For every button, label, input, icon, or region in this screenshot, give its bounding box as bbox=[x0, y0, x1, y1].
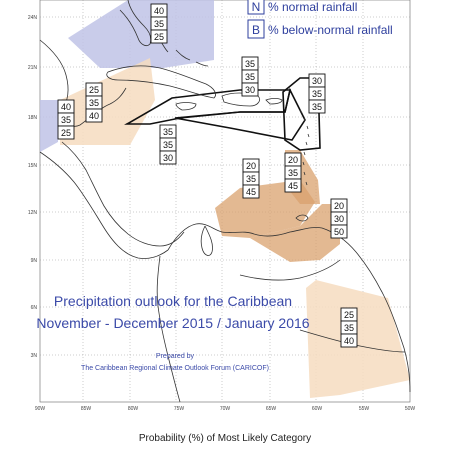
forecast-value: 50 bbox=[334, 227, 344, 237]
coast-south-america-west bbox=[156, 255, 181, 403]
forecast-value: 35 bbox=[245, 59, 255, 69]
legend: N % normal rainfall B % below-normal rai… bbox=[247, 0, 393, 39]
forecast-value: 45 bbox=[246, 187, 256, 197]
longitude-label: 50W bbox=[405, 406, 416, 412]
zone-guianas bbox=[306, 280, 410, 398]
forecast-box-central-america-north: 40 35 25 bbox=[57, 99, 75, 140]
legend-key-below-normal-letter: B bbox=[252, 23, 260, 37]
forecast-value: 45 bbox=[288, 181, 298, 191]
forecast-box-leeward-islands: 30 35 35 bbox=[308, 73, 326, 114]
forecast-value: 20 bbox=[246, 161, 256, 171]
map-caption: Probability (%) of Most Likely Category bbox=[139, 433, 311, 444]
forecast-value: 25 bbox=[61, 128, 71, 138]
forecast-value: 35 bbox=[154, 19, 164, 29]
forecast-value: 30 bbox=[334, 214, 344, 224]
latitude-label: 12N bbox=[28, 210, 38, 216]
forecast-value: 40 bbox=[89, 111, 99, 121]
latitude-label: 18N bbox=[28, 115, 38, 121]
coast-south-america-north bbox=[167, 223, 411, 393]
forecast-value: 20 bbox=[334, 201, 344, 211]
forecast-value: 30 bbox=[312, 76, 322, 86]
coast-central-america bbox=[39, 151, 169, 259]
forecast-value: 40 bbox=[344, 336, 354, 346]
forecast-value: 30 bbox=[163, 153, 173, 163]
forecast-value: 35 bbox=[344, 323, 354, 333]
outlook-title-line2: November - December 2015 / January 2016 bbox=[36, 315, 309, 331]
outlook-title-line1: Precipitation outlook for the Caribbean bbox=[54, 293, 292, 309]
longitude-label: 55W bbox=[359, 406, 370, 412]
zone-eastern-caribbean-sea bbox=[215, 180, 315, 238]
island-lesser-antilles bbox=[299, 109, 310, 186]
forecast-value: 30 bbox=[245, 85, 255, 95]
longitude-label: 90W bbox=[35, 406, 46, 412]
forecast-box-gulf-bahamas: 40 35 25 bbox=[150, 3, 168, 44]
island-cuba bbox=[106, 65, 216, 99]
forecast-value: 25 bbox=[154, 32, 164, 42]
forecast-value: 35 bbox=[288, 168, 298, 178]
islands bbox=[106, 37, 310, 222]
forecast-box-greater-antilles: 35 35 30 bbox=[241, 56, 259, 97]
longitude-label: 80W bbox=[128, 406, 139, 412]
zone-central-america-north bbox=[40, 100, 60, 152]
legend-label-below-normal: % below-normal rainfall bbox=[268, 23, 393, 37]
forecast-value: 35 bbox=[61, 115, 71, 125]
forecast-value: 40 bbox=[154, 6, 164, 16]
latitude-label: 6N bbox=[31, 305, 38, 311]
forecast-value: 35 bbox=[163, 140, 173, 150]
coast-orinoco bbox=[239, 259, 341, 281]
coast-central-america-caribbean bbox=[61, 141, 185, 247]
latitude-label: 15N bbox=[28, 163, 38, 169]
forecast-value: 35 bbox=[89, 98, 99, 108]
coast-amazon bbox=[299, 329, 406, 353]
island-hispaniola bbox=[221, 92, 260, 107]
legend-label-normal: % normal rainfall bbox=[268, 0, 357, 14]
zone-trinidad-venezuela bbox=[250, 204, 340, 262]
forecast-value: 25 bbox=[344, 310, 354, 320]
forecast-value: 35 bbox=[312, 89, 322, 99]
forecast-value: 35 bbox=[246, 174, 256, 184]
latitude-label: 24N bbox=[28, 15, 38, 21]
longitude-label: 85W bbox=[81, 406, 92, 412]
normal-dark-zones bbox=[215, 150, 340, 262]
legend-key-normal: N bbox=[247, 0, 265, 15]
coast-lake-maracaibo bbox=[200, 225, 213, 256]
latitude-labels: 24N 21N 18N 15N 12N 9N 6N 3N bbox=[28, 15, 38, 359]
forecast-value: 20 bbox=[288, 155, 298, 165]
latitude-label: 3N bbox=[31, 353, 38, 359]
island-puerto-rico bbox=[265, 98, 283, 105]
island-jamaica bbox=[175, 102, 197, 111]
legend-key-normal-letter: N bbox=[252, 0, 261, 14]
coast-florida bbox=[119, 0, 152, 46]
forecast-box-guianas: 25 35 40 bbox=[340, 307, 358, 348]
forecast-boxes: 40 35 25 25 35 40 40 35 25 35 35 30 30 35 35 35 35 30 20 35… bbox=[57, 3, 358, 348]
forecast-box-jamaica-south: 35 35 30 bbox=[159, 124, 177, 165]
latitude-label: 21N bbox=[28, 65, 38, 71]
zone-jamaica-south bbox=[174, 87, 306, 141]
legend-key-below-normal: B bbox=[247, 19, 265, 39]
island-trinidad bbox=[295, 214, 309, 222]
credit-line1: Prepared by bbox=[156, 353, 195, 360]
latitude-label: 9N bbox=[31, 258, 38, 264]
forecast-value: 35 bbox=[312, 102, 322, 112]
zone-leeward-islands bbox=[282, 77, 321, 151]
outlined-zones bbox=[124, 77, 321, 151]
longitude-label: 60W bbox=[312, 406, 323, 412]
longitude-label: 70W bbox=[220, 406, 231, 412]
forecast-box-windward-islands: 20 35 45 bbox=[242, 158, 260, 199]
longitude-label: 65W bbox=[266, 406, 277, 412]
forecast-box-eastern-caribbean-sea: 20 35 45 bbox=[284, 152, 302, 193]
forecast-value: 35 bbox=[163, 127, 173, 137]
longitude-labels: 90W 85W 80W 75W 70W 65W 60W 55W 50W bbox=[35, 406, 416, 412]
forecast-box-yucatan-cayman: 25 35 40 bbox=[85, 82, 103, 123]
credit-line2: The Caribbean Regional Climate Outlook F… bbox=[81, 365, 269, 372]
forecast-value: 25 bbox=[89, 85, 99, 95]
forecast-box-trinidad-venezuela: 20 30 50 bbox=[330, 198, 348, 239]
forecast-value: 40 bbox=[61, 102, 71, 112]
longitude-label: 75W bbox=[174, 406, 185, 412]
forecast-value: 35 bbox=[245, 72, 255, 82]
